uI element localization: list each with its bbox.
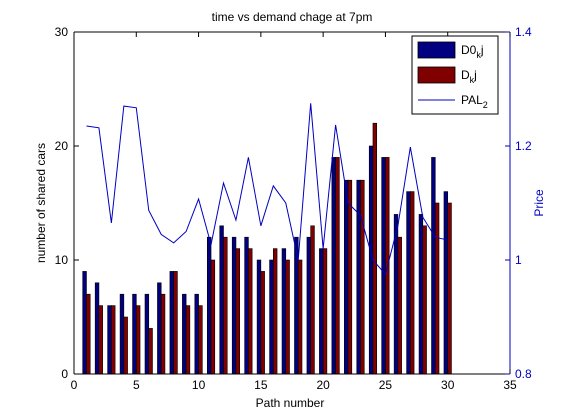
bar-d-17	[285, 259, 290, 375]
bar-d-14	[248, 248, 253, 375]
legend-swatch-d0	[417, 41, 456, 59]
bar-d0-10	[194, 293, 199, 375]
y-axis-label: number of shared cars	[34, 143, 48, 263]
axes-layer: 0 5 10 15 20 25 30 35 0 10 20 30 0.8 1 1.2 1.4	[55, 25, 532, 392]
chart-title: time vs demand chage at 7pm	[212, 10, 373, 24]
bar-d-9	[185, 305, 191, 375]
bar-d0-5	[132, 293, 137, 375]
bar-d0-27	[406, 191, 411, 375]
bar-d-8	[173, 271, 178, 375]
bar-d0-6	[144, 293, 150, 375]
bar-d0-21	[331, 157, 336, 375]
bar-d0-8	[169, 271, 174, 375]
x-tick-label: 15	[254, 378, 268, 392]
bar-d-6	[148, 328, 153, 375]
bar-d0-23	[356, 179, 361, 375]
bar-d0-15	[256, 259, 262, 375]
bar-d0-12	[219, 225, 224, 375]
bar-d0-1	[82, 271, 87, 375]
bar-d-28	[422, 225, 427, 375]
x-tick-label: 20	[316, 378, 330, 392]
bar-d-21	[335, 157, 340, 375]
bar-d-4	[123, 316, 128, 375]
bar-d0-24	[368, 145, 374, 375]
y-tick-label: 20	[55, 139, 69, 153]
y-tick-label: 10	[55, 253, 69, 267]
bar-d-22	[347, 179, 353, 375]
bar-d-23	[360, 179, 365, 375]
x-tick-label: 25	[379, 378, 393, 392]
bar-d-11	[210, 259, 216, 375]
bar-d-24	[372, 122, 378, 375]
bar-d0-19	[306, 236, 311, 375]
bar-d0-11	[206, 236, 212, 375]
bar-d0-25	[381, 157, 386, 375]
bar-d0-14	[244, 236, 249, 375]
bar-d-15	[260, 271, 265, 375]
legend: D0kj Dkj PAL2	[411, 35, 499, 115]
y2-axis-label: Price	[532, 189, 546, 217]
x-axis-label: Path number	[256, 396, 325, 410]
bar-d-1	[86, 293, 91, 375]
bar-d0-28	[418, 214, 424, 375]
bar-d-27	[410, 191, 415, 375]
x-tick-label: 10	[192, 378, 206, 392]
y2-tick-label: 1	[515, 253, 522, 267]
legend-label-d: Dkj	[461, 68, 477, 85]
bar-d0-17	[281, 248, 287, 375]
legend-label-pal2: PAL2	[461, 93, 488, 110]
bar-d-2	[98, 305, 103, 375]
x-tick-label: 35	[503, 378, 517, 392]
bar-d-19	[310, 225, 315, 375]
y2-tick-label: 0.8	[515, 367, 532, 381]
bar-d0-29	[431, 157, 436, 375]
bar-d0-3	[107, 305, 112, 375]
bar-d-20	[322, 248, 328, 375]
bar-d-7	[160, 293, 166, 375]
bar-d0-16	[269, 259, 274, 375]
bar-d-10	[198, 305, 203, 375]
x-tick-label: 0	[71, 378, 78, 392]
bar-d-3	[111, 305, 116, 375]
bar-d-26	[397, 236, 402, 375]
y-tick-label: 30	[55, 25, 69, 39]
bar-d-12	[223, 236, 228, 375]
bar-d-13	[235, 248, 240, 375]
bar-d-5	[135, 305, 141, 375]
bar-d-18	[297, 259, 303, 375]
x-tick-label: 30	[441, 378, 455, 392]
y2-tick-label: 1.4	[515, 25, 532, 39]
line-series-pal2	[86, 103, 448, 276]
line-layer	[86, 103, 448, 276]
bar-d0-30	[443, 191, 449, 375]
legend-label-d0: D0kj	[461, 43, 484, 60]
bar-d-30	[447, 202, 452, 375]
y-tick-label: 0	[61, 367, 68, 381]
x-tick-label: 5	[133, 378, 140, 392]
bar-d0-2	[94, 282, 100, 375]
y2-tick-label: 1.2	[515, 139, 532, 153]
bar-d-16	[273, 248, 278, 375]
bar-d0-9	[182, 293, 187, 375]
bar-d0-22	[344, 179, 349, 375]
bar-d0-13	[231, 236, 237, 375]
legend-swatch-d	[417, 66, 456, 84]
bar-d0-7	[157, 282, 162, 375]
bar-d-29	[434, 202, 440, 375]
bar-d0-4	[119, 293, 125, 375]
bar-d0-20	[319, 248, 324, 375]
